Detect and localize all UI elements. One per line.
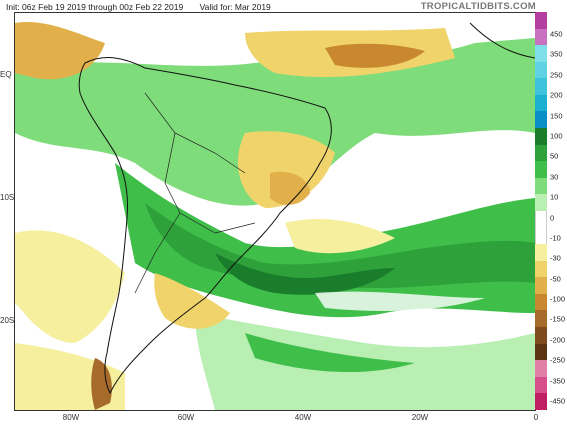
colorbar-swatch [535, 326, 547, 344]
colorbar-swatch [535, 111, 547, 129]
anomaly-region [325, 43, 425, 68]
colorbar-swatch [535, 244, 547, 261]
anomaly-region [154, 273, 230, 329]
colorbar-label: 50 [550, 151, 559, 161]
brand-logo: TROPICALTIDBITS.COM [420, 1, 536, 12]
anomaly-region [15, 230, 125, 343]
colorbar-swatch [535, 94, 547, 112]
colorbar-label: 200 [550, 90, 563, 100]
colorbar-label: -30 [550, 253, 561, 263]
lon-label-80w: 80W [62, 413, 80, 422]
lon-label-0: 0 [533, 413, 539, 422]
colorbar-label: -200 [550, 335, 566, 345]
anomaly-region [15, 38, 535, 206]
lon-label-20w: 20W [411, 413, 429, 422]
colorbar-swatch [535, 376, 547, 394]
anomaly-region [335, 189, 515, 213]
anomaly-region [237, 131, 335, 208]
colorbar-label: 0 [550, 213, 555, 222]
anomaly-region [285, 218, 395, 254]
colorbar-label: 10 [550, 192, 559, 202]
colorbar [535, 12, 547, 410]
lat-label-10s: 10S [0, 193, 15, 202]
anomaly-region [245, 333, 415, 373]
colorbar-label: -10 [550, 233, 561, 243]
colorbar-swatch [535, 293, 547, 311]
colorbar-label: 450 [550, 29, 563, 39]
colorbar-swatch [535, 310, 547, 327]
anomaly-region [315, 291, 485, 311]
anomaly-region [270, 171, 310, 205]
colorbar-swatch [535, 393, 547, 410]
colorbar-swatch [535, 210, 547, 228]
colorbar-swatch [535, 177, 547, 195]
colorbar-swatch [535, 12, 547, 29]
colorbar-swatch [535, 260, 547, 278]
init-text: Init: 06z Feb 19 2019 through 00z Feb 22… [6, 2, 184, 12]
colorbar-label: -150 [550, 314, 566, 324]
colorbar-swatch [535, 128, 547, 145]
lon-label-40w: 40W [294, 413, 312, 422]
valid-text: Valid for: Mar 2019 [199, 2, 271, 12]
colorbar-label: -450 [550, 396, 566, 406]
colorbar-label: 100 [550, 131, 563, 141]
lat-label-eq: EQ [0, 70, 12, 79]
colorbar-label: -350 [550, 376, 566, 386]
colorbar-swatch [535, 277, 547, 294]
colorbar-swatch [535, 227, 547, 245]
africa-coastline [469, 22, 535, 59]
country-borders [134, 92, 256, 294]
colorbar-swatch [535, 144, 547, 162]
colorbar-swatch [535, 28, 547, 46]
colorbar-swatch [535, 78, 547, 95]
colorbar-swatch [535, 360, 547, 377]
colorbar-label: 350 [550, 49, 563, 59]
colorbar-label: -50 [550, 274, 561, 284]
colorbar-label: -100 [550, 294, 566, 304]
precip-anomaly-map [15, 13, 535, 410]
colorbar-swatch [535, 45, 547, 62]
anomaly-region [15, 22, 105, 80]
lat-label-20s: 20S [0, 316, 15, 325]
anomaly-region [215, 253, 395, 295]
header-info: Init: 06z Feb 19 2019 through 00z Feb 22… [6, 2, 285, 12]
lon-label-60w: 60W [177, 413, 195, 422]
colorbar-label: 30 [550, 172, 559, 182]
colorbar-swatch [535, 194, 547, 211]
colorbar-label: -250 [550, 355, 566, 365]
map-panel [14, 12, 536, 411]
colorbar-label: 250 [550, 70, 563, 80]
colorbar-swatch [535, 161, 547, 178]
colorbar-swatch [535, 61, 547, 79]
anomaly-region [91, 358, 112, 410]
colorbar-swatch [535, 343, 547, 361]
colorbar-label: 150 [550, 111, 563, 121]
south-america-coastline [78, 57, 332, 395]
